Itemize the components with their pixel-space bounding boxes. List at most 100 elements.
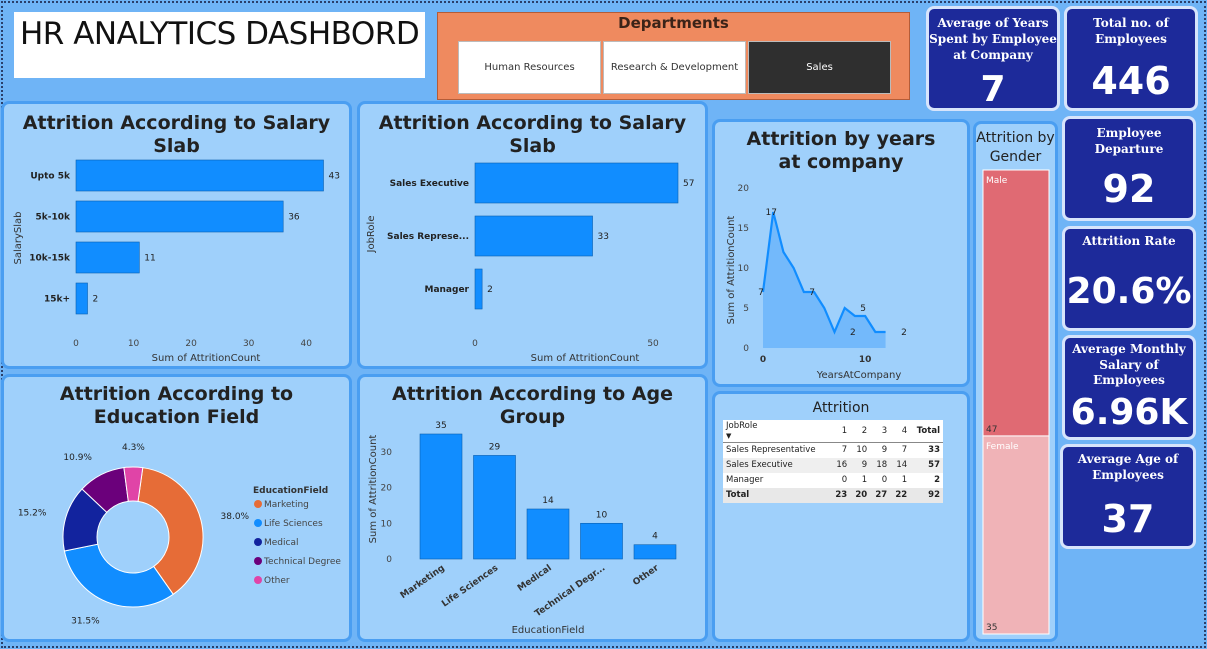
bar[interactable] [75, 200, 284, 233]
slice-label: 10.9% [63, 453, 92, 463]
series-label: Male [986, 176, 1008, 186]
matrix-col-header: 3 [870, 420, 891, 443]
bar[interactable] [474, 215, 593, 257]
pie-slice[interactable] [63, 543, 174, 608]
matrix-cell: 22 [890, 487, 911, 503]
matrix-cell: 14 [890, 457, 911, 473]
bar[interactable] [633, 544, 677, 560]
bar-segment[interactable] [982, 169, 1050, 437]
table-row: Sales Executive 16 9 18 14 57 [723, 457, 943, 473]
data-label: 43 [328, 172, 339, 182]
legend-swatch [254, 500, 262, 508]
area-fill [763, 212, 886, 348]
pie-slice[interactable] [137, 467, 204, 596]
kpi-avg-salary-value: 6.96K [1070, 392, 1188, 433]
tick-label: 30 [381, 448, 393, 458]
matrix-cell: 10 [856, 445, 868, 456]
data-label: 10 [596, 510, 608, 520]
matrix-cell: 16 [830, 457, 851, 473]
tick-label: 20 [738, 184, 750, 194]
bar[interactable] [526, 508, 570, 560]
dept-research-development[interactable]: Research & Development [603, 41, 746, 94]
matrix-cell: 7 [841, 445, 848, 456]
data-label: 7 [809, 288, 815, 298]
matrix-cell: 27 [870, 487, 891, 503]
x-axis-label: Sum of AttritionCount [152, 353, 261, 364]
category-label: 5k-10k [36, 213, 72, 223]
chart-age-title: Attrition According to Age Group [392, 383, 673, 428]
area-line[interactable] [761, 211, 886, 335]
matrix-cell: 9 [850, 457, 871, 473]
matrix-col-header: Total [910, 420, 943, 443]
slice-label: 4.3% [122, 443, 145, 453]
bar[interactable] [474, 268, 483, 310]
kpi-departure: Employee Departure 92 [1062, 116, 1196, 221]
data-label: 4 [652, 532, 658, 542]
page-title: HR ANALYTICS DASHBORD [20, 16, 420, 52]
kpi-attrition-rate: Attrition Rate 20.6% [1062, 226, 1196, 331]
kpi-avg-years: Average of Years Spent by Employee at Co… [926, 6, 1060, 111]
table-row-total: Total 23 20 27 22 92 [723, 487, 943, 503]
kpi-avg-years-label: Average of Years Spent by Employee at Co… [929, 16, 1057, 63]
data-label: 17 [765, 208, 776, 218]
x-axis-label: EducationField [512, 625, 585, 636]
category-label: 15k+ [44, 295, 70, 305]
legend-swatch [254, 557, 262, 565]
kpi-avg-salary: Average Monthly Salary of Employees 6.96… [1062, 335, 1196, 440]
data-label: 2 [93, 295, 99, 305]
bar[interactable] [75, 282, 88, 315]
data-label: 36 [288, 213, 300, 223]
tick-label: 10 [128, 339, 140, 349]
legend-item[interactable]: Other [264, 576, 290, 586]
bar[interactable] [419, 433, 463, 560]
kpi-attrition-rate-value: 20.6% [1066, 271, 1192, 312]
matrix-cell: 2 [934, 475, 940, 485]
y-axis-label: Sum of AttritionCount [726, 216, 737, 325]
category-label: Life Sciences [440, 563, 500, 609]
bar[interactable] [473, 455, 516, 560]
legend-item[interactable]: Medical [264, 538, 298, 548]
tick-label: 0 [73, 339, 79, 349]
tick-label: 0 [386, 555, 392, 565]
chart-salary-title: Attrition According to Salary Slab [22, 112, 331, 157]
kpi-total-employees: Total no. of Employees 446 [1064, 6, 1198, 111]
matrix-header-jobrole[interactable]: JobRole ▼ [723, 420, 831, 443]
dept-human-resources[interactable]: Human Resources [458, 41, 601, 94]
kpi-departure-value: 92 [1102, 167, 1156, 211]
slice-label: 31.5% [71, 617, 100, 627]
bar[interactable] [580, 522, 623, 560]
kpi-total-employees-label: Total no. of Employees [1093, 16, 1169, 47]
data-label: 35 [435, 421, 446, 431]
panel-years: Attrition by years at company 0 5 10 15 20 0 1… [712, 119, 970, 387]
panel-age: Attrition According to Age Group 0 10 20 30… [357, 374, 708, 642]
chart-years-svg: 0 5 10 15 20 0 10 7 17 7 2 5 2 YearsAtCompany Sum of A… [726, 184, 907, 381]
category-label: Manager [425, 285, 470, 295]
kpi-avg-salary-label: Average Monthly Salary of Employees [1072, 342, 1186, 388]
sort-down-icon[interactable]: ▼ [726, 432, 732, 440]
legend-title: EducationField [253, 486, 328, 496]
legend-item[interactable]: Life Sciences [264, 519, 323, 529]
kpi-avg-years-value: 7 [980, 69, 1006, 110]
tick-label: 10 [859, 355, 872, 365]
kpi-attrition-rate-label: Attrition Rate [1082, 234, 1176, 248]
panel-matrix: Attrition JobRole ▼ 1 2 3 4 Total Sales R… [712, 391, 970, 642]
bar[interactable] [75, 241, 140, 274]
bar[interactable] [474, 162, 679, 204]
matrix-title: Attrition [812, 400, 870, 416]
bar[interactable] [75, 159, 324, 192]
bar-segment[interactable] [982, 435, 1050, 635]
kpi-avg-age: Average Age of Employees 37 [1060, 444, 1196, 549]
data-label: 33 [598, 232, 609, 242]
legend-swatch [254, 538, 262, 546]
data-label: 5 [860, 304, 866, 314]
table-row: Sales Representative 7 10 9 7 33 [723, 443, 943, 458]
pie-slice[interactable] [123, 466, 144, 502]
chart-age-svg: 0 10 20 30 35 Marketing 29 Life Sciences 14 Medic… [368, 421, 677, 636]
dept-sales[interactable]: Sales [748, 41, 891, 94]
legend-item[interactable]: Technical Degree [263, 557, 341, 567]
category-label: Other [631, 563, 661, 588]
legend-swatch [254, 519, 262, 527]
legend-item[interactable]: Marketing [264, 500, 309, 510]
tick-label: 40 [300, 339, 312, 349]
